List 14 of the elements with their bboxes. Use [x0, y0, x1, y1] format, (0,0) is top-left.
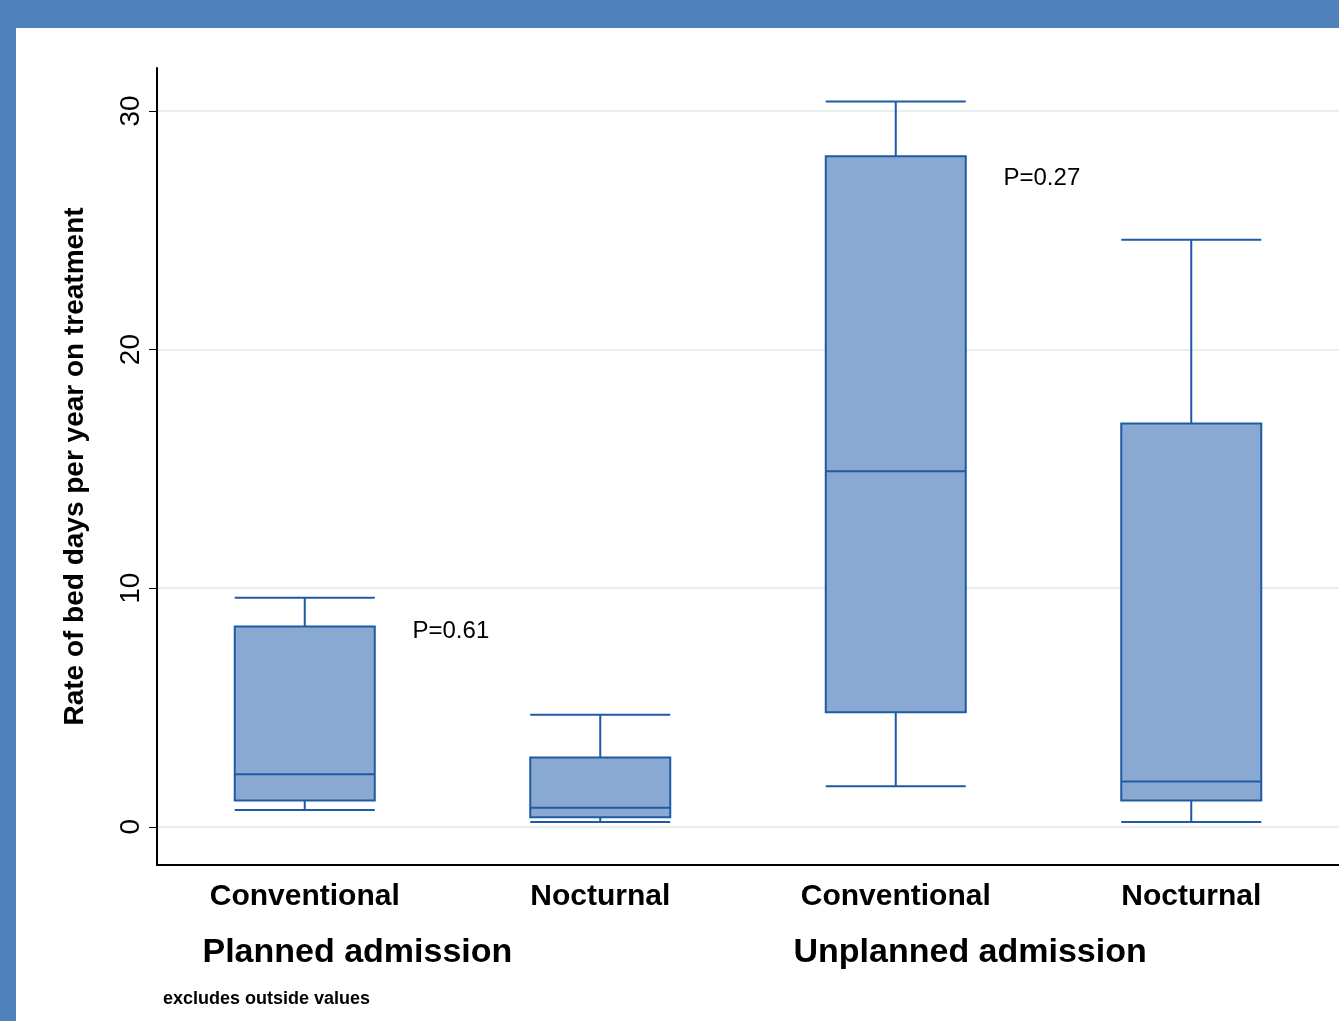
y-tick-label: 30 [113, 95, 145, 127]
y-tick-label: 0 [113, 819, 145, 835]
y-axis-title: Rate of bed days per year on treatment [57, 207, 89, 726]
x-tick-label: Conventional [209, 877, 400, 911]
text: Unplanned admission [793, 931, 1147, 969]
x-tick-label: Nocturnal [530, 877, 671, 911]
text: Planned admission [202, 931, 513, 969]
text: excludes outside values [163, 988, 371, 1008]
annotation: P=0.27 [1003, 163, 1081, 191]
x-tick-label: Nocturnal [1121, 877, 1262, 911]
y-tick-label: 20 [113, 334, 145, 366]
y-tick-label: 10 [113, 572, 145, 604]
annotation: P=0.61 [412, 616, 490, 644]
x-tick-label: Conventional [800, 877, 991, 911]
